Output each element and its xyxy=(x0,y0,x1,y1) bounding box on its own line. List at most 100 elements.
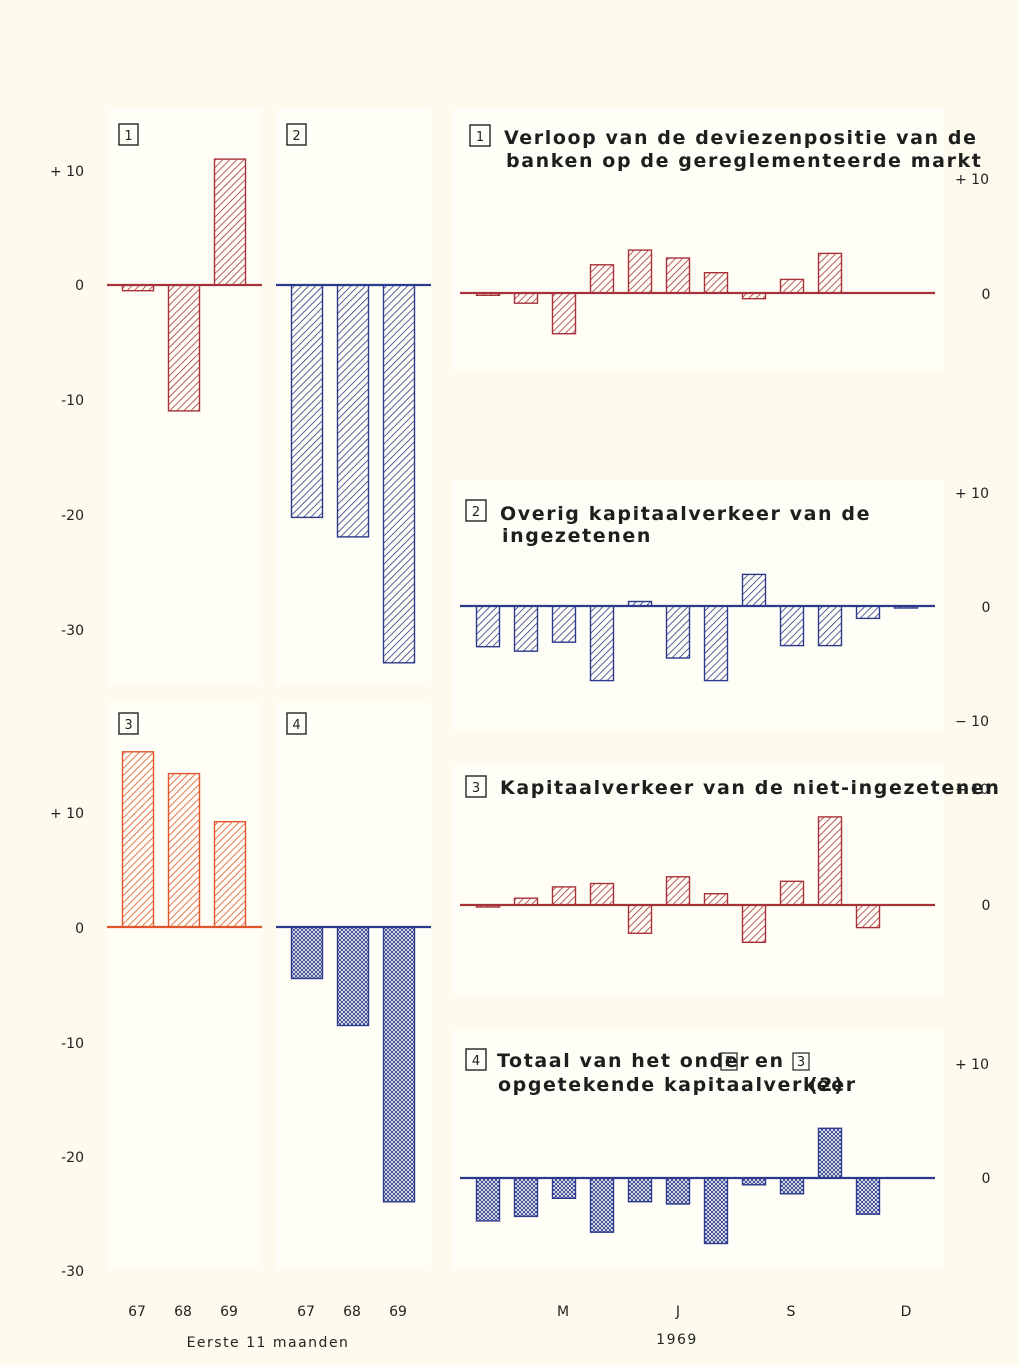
bar-r4-3 xyxy=(589,1177,615,1233)
bar-r2-11 xyxy=(893,605,919,609)
r2-y-tick: 0 xyxy=(982,600,991,616)
bar-l2-1 xyxy=(336,284,370,538)
bar-l3-2 xyxy=(213,821,247,928)
bar-r3-3 xyxy=(589,882,615,906)
right-caption: 1969 xyxy=(656,1332,698,1348)
panel-title-r4: 4 Totaal van het onder 2 en 3 opgetekend… xyxy=(465,1048,857,1096)
y-tick: -10 xyxy=(61,1036,84,1052)
bar-r3-0 xyxy=(475,904,501,908)
bar-r4-1 xyxy=(513,1177,539,1218)
bar-l2-0 xyxy=(290,284,324,519)
x-label: 69 xyxy=(389,1304,407,1320)
bar-r1-3 xyxy=(589,264,615,294)
bar-r4-5 xyxy=(665,1177,691,1205)
panel-title-line: opgetekende kapitaalverkeer xyxy=(498,1074,857,1096)
x-label: 68 xyxy=(343,1304,361,1320)
right-x-axis: M J S D 1969 xyxy=(557,1304,911,1348)
panel-title-r1: 1 Verloop van de deviezenpositie van de … xyxy=(469,124,982,172)
panel-title-line: Kapitaalverkeer van de niet-ingezetenen xyxy=(500,777,1001,799)
y-tick: -30 xyxy=(61,1264,84,1280)
panel-r1-bg xyxy=(452,108,944,370)
x-label: J xyxy=(675,1304,680,1320)
bar-l4-2 xyxy=(382,926,416,1203)
panel-title-r3: 3 Kapitaalverkeer van de niet-ingezetene… xyxy=(465,775,1001,799)
panel-number: 4 xyxy=(292,718,300,733)
panel-number-l2: 2 xyxy=(286,123,307,146)
bar-r3-2 xyxy=(551,886,577,906)
y-tick: + 10 xyxy=(50,806,84,822)
bar-r2-6 xyxy=(703,605,729,682)
r4-y-tick: + 10 xyxy=(955,1057,989,1073)
bar-r2-1 xyxy=(513,605,539,652)
bar-r2-4 xyxy=(627,600,653,607)
bar-l1-1 xyxy=(167,284,201,412)
left-top-y-axis: + 10 0 -10 -20 -30 xyxy=(50,164,84,639)
bar-r3-10 xyxy=(855,904,881,929)
bar-r4-0 xyxy=(475,1177,501,1222)
left-caption: Eerste 11 maanden xyxy=(187,1335,350,1351)
r2-y-tick: + 10 xyxy=(955,486,989,502)
panel-title-line: en xyxy=(755,1050,785,1072)
bar-r3-9 xyxy=(817,816,843,906)
x-label: D xyxy=(901,1304,912,1320)
panel-r3-bg xyxy=(452,765,944,995)
bar-r2-0 xyxy=(475,605,501,648)
bar-r4-7 xyxy=(741,1177,767,1186)
bar-r4-6 xyxy=(703,1177,729,1245)
y-tick: + 10 xyxy=(50,164,84,180)
panel-number-l1: 1 xyxy=(118,123,139,146)
bar-r1-2 xyxy=(551,292,577,335)
panel-number: 2 xyxy=(472,505,480,520)
y-tick: -20 xyxy=(61,1150,84,1166)
panel-number: 3 xyxy=(472,781,480,796)
bar-r2-3 xyxy=(589,605,615,682)
bar-r2-7 xyxy=(741,573,767,607)
title-ref-box: 2 xyxy=(725,1055,733,1070)
panel-number-l3: 3 xyxy=(118,712,139,735)
bar-r3-8 xyxy=(779,880,805,906)
bar-l1-2 xyxy=(213,158,247,286)
bar-r1-7 xyxy=(741,292,767,300)
panel-title-line: banken op de gereglementeerde markt xyxy=(506,150,982,172)
bar-l4-0 xyxy=(290,926,324,980)
x-label: S xyxy=(787,1304,796,1320)
bar-r1-1 xyxy=(513,292,539,304)
panel-number: 1 xyxy=(124,129,132,144)
bar-r3-5 xyxy=(665,876,691,906)
bar-r2-2 xyxy=(551,605,577,643)
y-tick: 0 xyxy=(75,278,84,294)
bar-r4-2 xyxy=(551,1177,577,1199)
panel-number-l4: 4 xyxy=(286,712,307,735)
bar-r1-0 xyxy=(475,292,501,296)
x-label: 68 xyxy=(174,1304,192,1320)
bar-r1-8 xyxy=(779,278,805,294)
panel-number: 3 xyxy=(124,718,132,733)
right-y-axes: + 10 0 + 10 0 − 10 + 10 0 + 10 0 xyxy=(955,172,990,1187)
panel-number: 4 xyxy=(472,1054,480,1069)
panel-number: 2 xyxy=(292,129,300,144)
bar-r3-7 xyxy=(741,904,767,943)
bar-r2-5 xyxy=(665,605,691,659)
bar-l3-1 xyxy=(167,772,201,928)
bar-r2-8 xyxy=(779,605,805,647)
title-ref-box: 3 xyxy=(797,1055,805,1070)
bar-r3-6 xyxy=(703,893,729,906)
chart-bars xyxy=(107,158,935,1245)
bar-r1-4 xyxy=(627,249,653,294)
x-label: 67 xyxy=(297,1304,315,1320)
x-label: M xyxy=(557,1304,569,1320)
r3-y-tick: + 10 xyxy=(955,782,989,798)
bar-r3-1 xyxy=(513,897,539,906)
r3-y-tick: 0 xyxy=(982,898,991,914)
y-tick: -10 xyxy=(61,393,84,409)
bar-r2-9 xyxy=(817,605,843,647)
bar-r1-9 xyxy=(817,252,843,294)
r2-y-tick: − 10 xyxy=(955,714,989,730)
bar-l3-0 xyxy=(121,751,155,928)
x-label: 69 xyxy=(220,1304,238,1320)
r1-y-tick: + 10 xyxy=(955,172,989,188)
bar-r4-10 xyxy=(855,1177,881,1215)
left-bottom-y-axis: + 10 0 -10 -20 -30 xyxy=(50,806,84,1280)
bar-r4-4 xyxy=(627,1177,653,1203)
